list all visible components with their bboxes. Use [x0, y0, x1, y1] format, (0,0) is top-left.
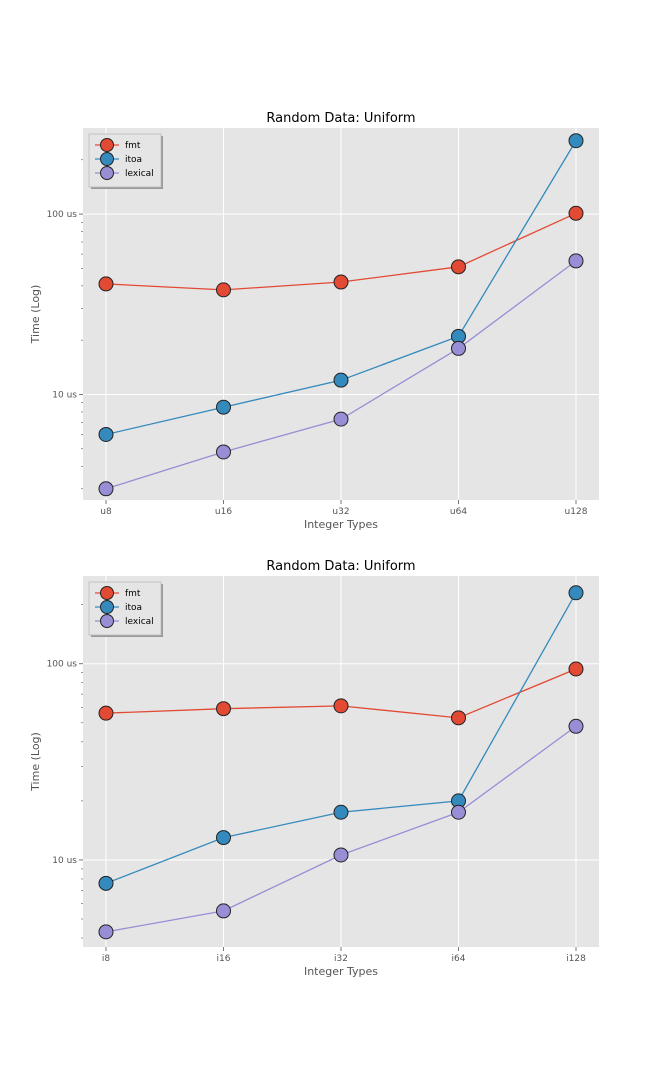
data-point-lexical [451, 340, 466, 356]
y-tick-label: 100 us [47, 210, 78, 220]
x-axis-label: Integer Types [304, 518, 378, 531]
y-tick-label: 100 us [47, 660, 78, 670]
y-tick-label: 10 us [52, 856, 77, 866]
legend-label: fmt [125, 141, 141, 151]
y-axis-label: Time (Log) [29, 732, 42, 792]
data-point-fmt [568, 205, 584, 221]
data-point-fmt [568, 661, 584, 677]
data-point-lexical [451, 804, 466, 820]
data-point-fmt [451, 710, 466, 726]
data-point-fmt [451, 259, 466, 275]
legend-marker [100, 614, 114, 628]
data-point-lexical [98, 924, 114, 940]
legend-marker [100, 152, 114, 166]
x-tick-label: u8 [100, 507, 112, 517]
chart-1: 10 us 100 us u8 u16 u32 u64 u128 Random Data: U… [29, 111, 599, 531]
data-point-fmt [333, 274, 349, 290]
data-point-fmt [216, 701, 231, 717]
x-axis-label: Integer Types [304, 965, 378, 978]
x-tick-label: u16 [215, 507, 232, 517]
legend-label: fmt [125, 589, 141, 599]
x-tick-label: i16 [217, 954, 231, 964]
legend-marker [100, 138, 114, 152]
legend-label: lexical [125, 169, 154, 179]
legend-label: lexical [125, 617, 154, 627]
legend-label: itoa [125, 155, 142, 165]
data-point-itoa [98, 875, 114, 891]
data-point-lexical [568, 253, 584, 269]
data-point-itoa [568, 585, 584, 601]
chart-title: Random Data: Uniform [266, 111, 415, 126]
x-tick-label: i64 [452, 954, 466, 964]
data-point-itoa [333, 804, 349, 820]
legend-label: itoa [125, 603, 142, 613]
data-point-lexical [333, 411, 349, 427]
legend-marker [100, 600, 114, 614]
data-point-fmt [98, 276, 114, 292]
x-tick-label: i8 [102, 954, 111, 964]
x-tick-label: i128 [566, 954, 586, 964]
y-axis-label: Time (Log) [29, 285, 42, 345]
data-point-itoa [98, 426, 114, 442]
data-point-lexical [216, 903, 231, 919]
data-point-fmt [98, 705, 114, 721]
data-point-fmt [333, 698, 349, 714]
data-point-lexical [216, 444, 231, 460]
x-tick-label: u128 [565, 507, 588, 517]
chart-title: Random Data: Uniform [266, 559, 415, 574]
data-point-itoa [568, 133, 584, 149]
x-tick-label: u32 [332, 507, 349, 517]
y-tick-label: 10 us [52, 390, 77, 400]
x-tick-label: u64 [450, 507, 467, 517]
x-tick-label: i32 [334, 954, 348, 964]
data-point-lexical [568, 718, 584, 734]
data-point-fmt [216, 282, 231, 298]
data-point-itoa [216, 830, 231, 846]
chart-2: 10 us 100 us i8 i16 i32 i64 i128 Random Data: U… [29, 559, 599, 978]
data-point-lexical [98, 481, 114, 497]
legend-marker [100, 586, 114, 600]
data-point-itoa [333, 372, 349, 388]
legend-marker [100, 166, 114, 180]
data-point-lexical [333, 847, 349, 863]
data-point-itoa [216, 399, 231, 415]
